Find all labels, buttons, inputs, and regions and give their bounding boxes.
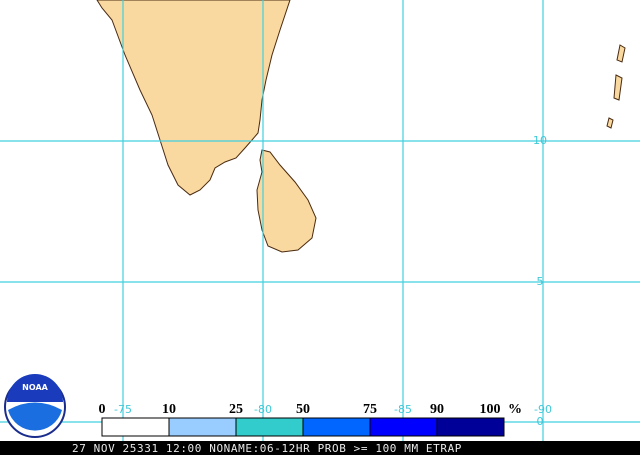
latitude-label: 10 <box>533 134 547 147</box>
sri-lanka <box>256 149 317 253</box>
legend-swatch <box>436 417 505 437</box>
latitude-label: 5 <box>537 275 544 288</box>
longitude-label: -85 <box>394 403 412 416</box>
caption-bar <box>0 441 640 455</box>
caption: 27 NOV 25331 12:00 NONAME:06-12HR PROB >… <box>72 442 462 455</box>
longitude-label: -80 <box>254 403 272 416</box>
legend-swatch <box>168 417 237 437</box>
legend-label: 90 <box>430 402 444 417</box>
legend-label: 25 <box>229 402 243 417</box>
legend-label: 75 <box>363 402 377 417</box>
longitude-label: -75 <box>114 403 132 416</box>
logo-text: NOAA <box>22 383 48 392</box>
legend-swatch <box>101 417 170 437</box>
india <box>96 0 291 196</box>
longitude-label: -90 <box>534 403 552 416</box>
maldives <box>606 44 626 129</box>
legend-unit: % <box>508 402 522 417</box>
noaa-logo: NOAA <box>4 374 66 438</box>
legend-label: 100 <box>480 402 501 417</box>
legend-swatch <box>302 417 371 437</box>
grid <box>0 0 640 441</box>
legend-swatch <box>235 417 304 437</box>
legend-swatch <box>369 417 438 437</box>
legend-label: 0 <box>99 402 106 417</box>
latitude-label: 0 <box>537 415 544 428</box>
legend-label: 10 <box>162 402 176 417</box>
legend-label: 50 <box>296 402 310 417</box>
